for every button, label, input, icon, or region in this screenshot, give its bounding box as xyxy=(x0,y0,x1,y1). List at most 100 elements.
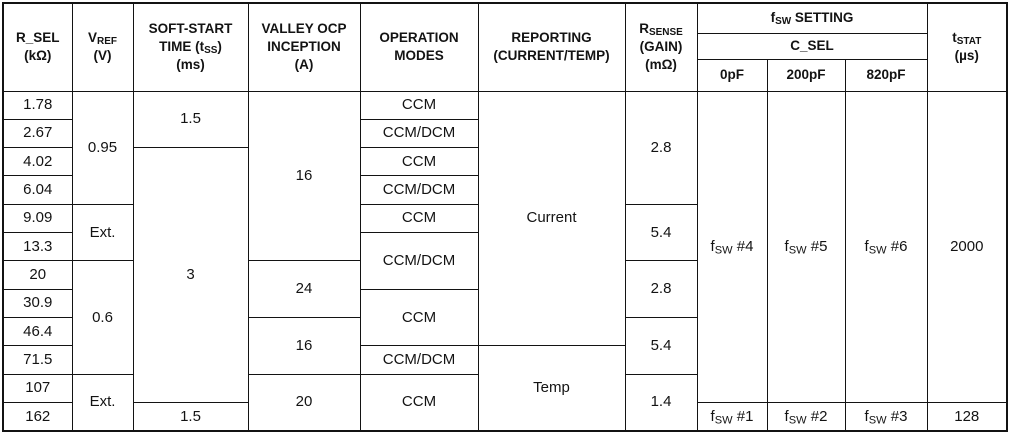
v-ref-value: Ext. xyxy=(71,203,134,262)
reporting-label-1: REPORTING xyxy=(511,30,592,46)
fsw-number: #4 xyxy=(732,237,754,255)
v-ref-subscript: REF xyxy=(97,36,117,48)
operation-mode-value: CCM xyxy=(359,288,479,347)
fsw-text: f xyxy=(710,237,715,255)
table-row: 9.09 Ext. CCM 5.4 xyxy=(2,203,1007,262)
fsw-text: f xyxy=(784,407,789,425)
fsw-value: fSW #2 xyxy=(766,402,846,432)
fsw-text: f xyxy=(784,237,789,255)
r-sense-value: 2.8 xyxy=(624,90,698,205)
soft-start-unit: (ms) xyxy=(176,57,205,73)
fsw-number: #3 xyxy=(886,407,908,425)
fsw-subscript: SW xyxy=(868,244,887,257)
table-row: 20 0.6 24 2.8 xyxy=(2,260,1007,375)
v-ref-value: 0.95 xyxy=(71,90,134,205)
table-row: 162 1.5 fSW #1 fSW #2 fSW #3 128 xyxy=(2,402,1008,432)
operation-mode-value: CCM xyxy=(359,203,479,234)
col-header-t-stat: tSTAT (µs) xyxy=(926,2,1008,92)
r-sel-value: 9.09 xyxy=(2,203,73,234)
col-header-fsw-setting: fSW SETTING xyxy=(696,2,928,34)
col-header-c-sel-200pf: 200pF xyxy=(766,58,846,92)
operation-label-1: OPERATION xyxy=(379,30,459,46)
table-row: 6.04 CCM/DCM xyxy=(2,175,1007,205)
v-ref-value: 0.6 xyxy=(71,260,134,375)
soft-start-label-3: ) xyxy=(217,39,222,55)
v-ref-label: V xyxy=(88,30,98,46)
r-sel-value: 6.04 xyxy=(2,175,73,205)
table-row: 71.5 CCM/DCM Temp xyxy=(2,345,1007,432)
fsw-text: f xyxy=(864,407,869,425)
col-header-reporting: REPORTING (CURRENT/TEMP) xyxy=(477,2,626,92)
operation-mode-value: CCM/DCM xyxy=(359,118,479,149)
r-sense-unit: (mΩ) xyxy=(645,57,677,73)
col-header-r-sense: RSENSE (GAIN) (mΩ) xyxy=(624,2,698,92)
soft-start-label-2: TIME (t xyxy=(159,39,205,55)
valley-ocp-label-1: VALLEY OCP xyxy=(261,20,347,36)
reporting-label-2: (CURRENT/TEMP) xyxy=(493,48,610,64)
soft-start-subscript: SS xyxy=(204,45,218,57)
table-row: 13.3 CCM/DCM xyxy=(2,232,1007,290)
t-stat-label: t xyxy=(952,30,957,46)
fsw-text: f xyxy=(864,237,869,255)
col-header-c-sel: C_SEL xyxy=(696,32,928,60)
r-sense-value: 5.4 xyxy=(624,203,698,262)
r-sel-value: 2.67 xyxy=(2,118,73,149)
fsw-subscript: SW xyxy=(714,413,733,426)
fsw-setting-label: f xyxy=(770,10,776,26)
fsw-setting-subscript: SW xyxy=(775,16,792,28)
valley-ocp-value: 16 xyxy=(247,317,361,375)
fsw-subscript: SW xyxy=(868,413,887,426)
v-ref-unit: (V) xyxy=(93,48,112,64)
fsw-value: fSW #4 xyxy=(696,90,768,404)
r-sense-gain: (GAIN) xyxy=(639,39,683,55)
table-row: 46.4 16 5.4 xyxy=(2,317,1007,375)
table-row: 2.67 CCM/DCM xyxy=(2,118,1007,149)
fsw-subscript: SW xyxy=(788,413,807,426)
valley-ocp-value: 16 xyxy=(247,90,361,262)
fsw-number: #6 xyxy=(886,237,908,255)
fsw-value: fSW #6 xyxy=(844,90,928,404)
fsw-value: fSW #1 xyxy=(696,402,768,432)
fsw-subscript: SW xyxy=(714,244,733,257)
table-row: 1.78 0.95 1.5 16 CCM Current 2.8 fSW #4 … xyxy=(2,90,1008,404)
soft-start-value: 3 xyxy=(132,147,249,404)
r-sense-value: 2.8 xyxy=(624,260,698,319)
r-sel-value: 4.02 xyxy=(2,147,73,177)
operation-mode-value: CCM/DCM xyxy=(359,232,479,290)
operation-mode-value: CCM xyxy=(359,147,479,177)
col-header-c-sel-820pf: 820pF xyxy=(844,58,928,92)
t-stat-value: 2000 xyxy=(926,90,1008,404)
operation-mode-value: CCM/DCM xyxy=(359,175,479,205)
fsw-setting-text: SETTING xyxy=(791,10,854,26)
table-row: 4.02 3 CCM xyxy=(2,147,1007,404)
col-header-v-ref: VREF (V) xyxy=(71,2,134,92)
soft-start-value: 1.5 xyxy=(132,402,249,432)
r-sense-label: R xyxy=(639,20,649,36)
r-sel-value: 30.9 xyxy=(2,288,73,319)
operation-mode-value: CCM/DCM xyxy=(359,345,479,375)
soft-start-label-1: SOFT-START xyxy=(148,20,233,36)
col-header-c-sel-0pf: 0pF xyxy=(696,58,768,92)
r-sel-value: 1.78 xyxy=(2,90,73,120)
reporting-value: Temp xyxy=(477,345,626,432)
fsw-number: #5 xyxy=(806,237,828,255)
operation-label-2: MODES xyxy=(394,48,444,64)
col-header-soft-start: SOFT-START TIME (tSS) (ms) xyxy=(132,2,249,92)
r-sel-value: 46.4 xyxy=(2,317,73,347)
fsw-number: #1 xyxy=(732,407,754,425)
r-sel-value: 71.5 xyxy=(2,345,73,375)
r-sense-subscript: SENSE xyxy=(648,27,683,39)
table-row: 107 Ext. 20 CCM 1.4 xyxy=(2,373,1007,432)
fsw-value: fSW #3 xyxy=(844,402,928,432)
r-sel-unit: (kΩ) xyxy=(24,48,52,64)
fsw-value: fSW #5 xyxy=(766,90,846,404)
operation-mode-value: CCM xyxy=(359,90,479,120)
soft-start-value: 1.5 xyxy=(132,90,249,149)
r-sel-value: 13.3 xyxy=(2,232,73,262)
col-header-operation-modes: OPERATION MODES xyxy=(359,2,479,92)
r-sel-label: R_SEL xyxy=(15,30,60,46)
r-sense-value: 1.4 xyxy=(624,373,698,432)
v-ref-value: Ext. xyxy=(71,373,134,432)
